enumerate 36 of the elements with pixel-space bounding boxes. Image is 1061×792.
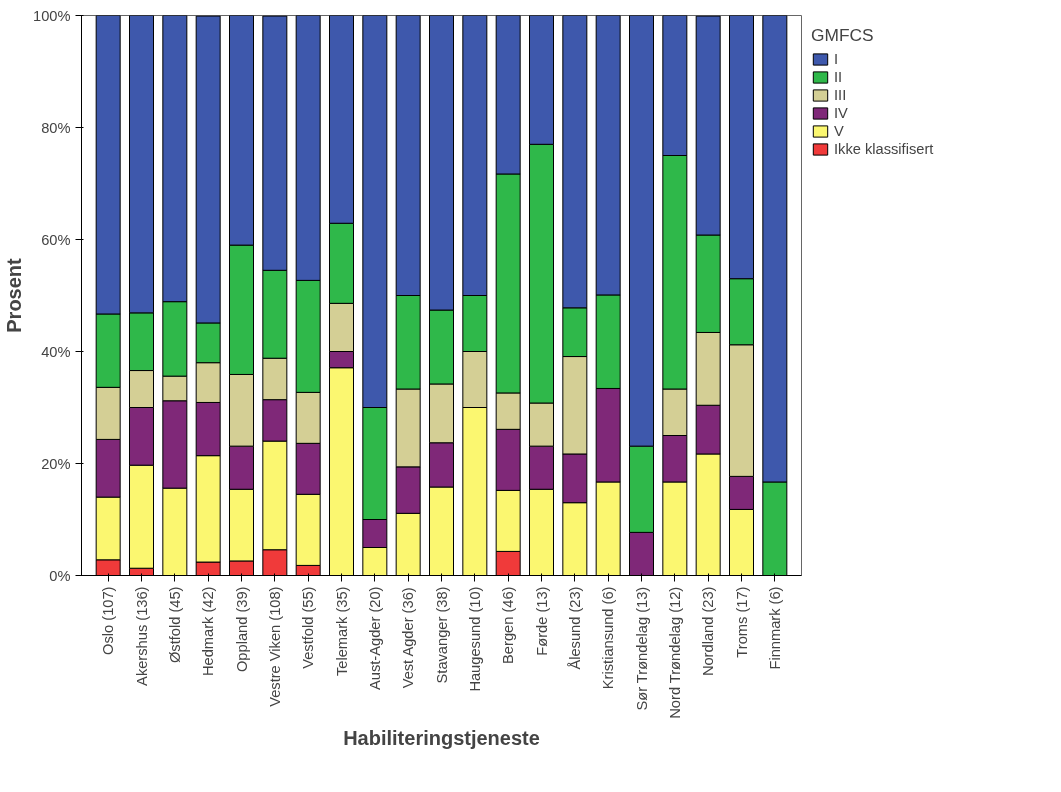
x-tick-label: Ålesund (23) (566, 586, 583, 670)
legend-label: II (834, 69, 844, 85)
y-tick-label: 20% (41, 455, 71, 472)
x-tick-label: Aust-Agder (20) (366, 586, 383, 690)
y-axis-title: Prosent (3, 257, 26, 333)
x-tick-label: Hedmark (42) (200, 586, 217, 677)
x-tick-label: Vestre Viken (108) (266, 586, 283, 707)
x-tick-label: Haugesund (10) (466, 586, 483, 692)
y-tick-label: 80% (41, 119, 71, 136)
x-tick-label: Troms (17) (733, 586, 750, 658)
legend-label: Ikke klassifisert (834, 141, 934, 157)
y-tick-label: 40% (41, 343, 71, 360)
x-tick-label: Nordland (23) (700, 586, 717, 677)
y-tick-label: 0% (49, 567, 71, 584)
x-tick-label: Vest Agder (36) (400, 587, 417, 689)
legend-label: V (834, 123, 845, 139)
x-tick-label: Oslo (107) (100, 586, 117, 655)
legend-label: IV (834, 105, 849, 121)
x-tick-label: Akershus (136) (133, 586, 150, 686)
x-tick-label: Vestfold (55) (300, 586, 317, 669)
x-tick-label: Oppland (39) (233, 586, 250, 673)
legend-title: GMFCS (811, 25, 875, 46)
y-tick-label: 100% (33, 7, 71, 24)
legend-label: III (834, 87, 848, 103)
x-tick-label: Bergen (46) (500, 586, 517, 664)
x-tick-label: Nord Trøndelag (12) (666, 586, 683, 719)
x-tick-label: Østfold (45) (166, 586, 183, 664)
x-tick-label: Finnmark (6) (766, 586, 783, 670)
legend-label: I (834, 51, 840, 67)
x-axis-title: Habiliteringstjeneste (343, 726, 540, 749)
x-tick-label: Kristiansund (6) (600, 586, 617, 690)
x-tick-label: Førde (13) (533, 586, 550, 656)
x-tick-label: Sør Trøndelag (13) (633, 586, 650, 711)
x-tick-label: Telemark (35) (333, 586, 350, 677)
y-tick-label: 60% (41, 231, 71, 248)
x-tick-label: Stavanger (38) (433, 586, 450, 684)
